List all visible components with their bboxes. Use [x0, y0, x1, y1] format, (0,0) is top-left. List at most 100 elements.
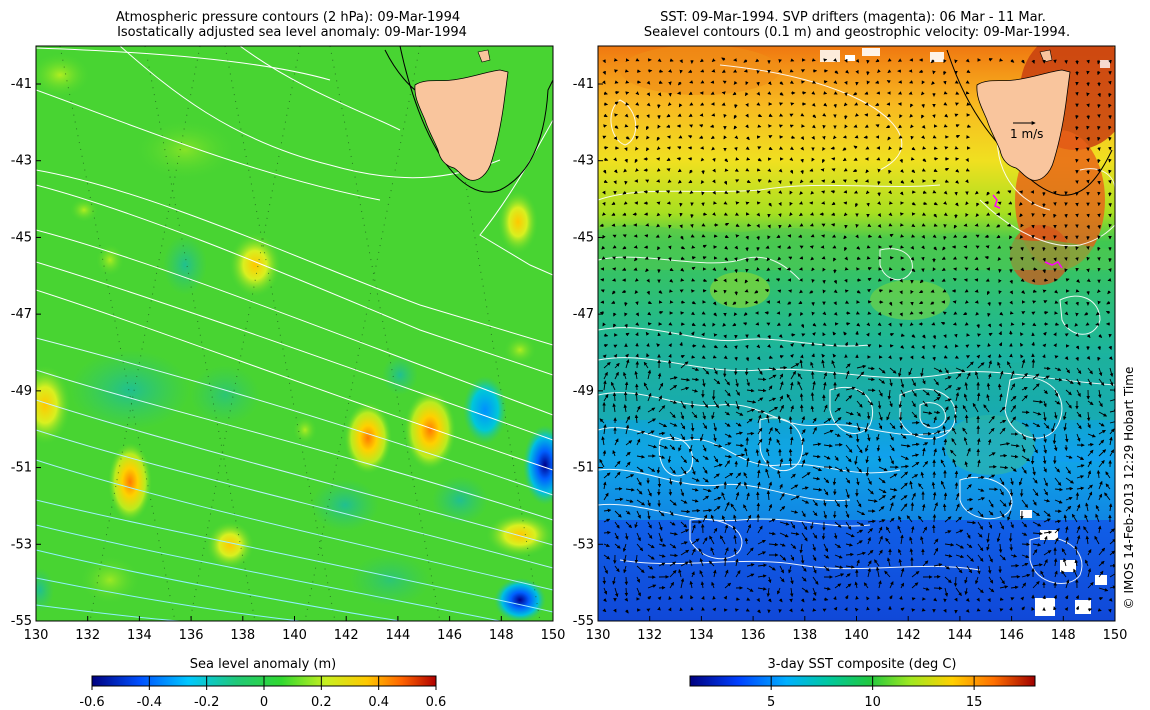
velocity-vector	[668, 234, 672, 239]
velocity-vector	[734, 168, 739, 172]
velocity-vector	[757, 146, 762, 150]
velocity-vector	[1006, 223, 1012, 227]
lon-tick-label: 136	[179, 628, 204, 643]
velocity-vector	[1108, 223, 1112, 228]
velocity-vector	[1097, 168, 1101, 173]
velocity-vector	[757, 113, 763, 118]
velocity-vector	[624, 158, 628, 163]
velocity-vector	[668, 257, 672, 262]
velocity-vector	[911, 201, 916, 206]
velocity-vector	[854, 102, 859, 106]
velocity-vector	[603, 146, 609, 150]
velocity-vector	[974, 190, 979, 195]
velocity-vector	[843, 212, 848, 217]
velocity-vector	[602, 59, 606, 64]
velocity-vector	[788, 256, 793, 260]
velocity-vector	[965, 201, 969, 206]
velocity-vector	[733, 278, 738, 283]
velocity-vector	[680, 256, 685, 260]
velocity-vector	[921, 234, 926, 239]
velocity-vector	[757, 179, 762, 183]
velocity-vector	[691, 278, 696, 282]
velocity-vector	[745, 344, 749, 349]
velocity-vector	[756, 267, 760, 271]
velocity-vector	[645, 179, 650, 183]
velocity-vector	[711, 69, 716, 73]
velocity-vector	[745, 124, 749, 129]
velocity-vector	[909, 113, 914, 118]
velocity-vector	[975, 245, 980, 249]
velocity-vector	[888, 180, 892, 185]
velocity-vector	[800, 136, 805, 141]
velocity-vector	[1021, 59, 1025, 64]
velocity-vector	[777, 267, 782, 271]
velocity-vector	[1108, 169, 1112, 174]
velocity-vector	[962, 234, 968, 239]
velocity-vector	[666, 124, 671, 128]
velocity-vector	[953, 576, 958, 587]
velocity-vector	[646, 80, 651, 85]
velocity-vector	[921, 135, 926, 139]
velocity-vector	[634, 257, 638, 262]
velocity-vector	[996, 234, 1001, 239]
velocity-vector	[1008, 201, 1013, 205]
velocity-vector	[955, 179, 959, 184]
velocity-vector	[933, 223, 938, 227]
velocity-vector	[779, 81, 784, 85]
velocity-vector	[877, 69, 881, 74]
velocity-vector	[811, 124, 816, 129]
colorbar-tick-label: 0.6	[426, 695, 447, 710]
velocity-vector	[756, 502, 761, 512]
velocity-vector	[668, 488, 673, 496]
velocity-vector	[677, 179, 682, 184]
velocity-vector	[766, 267, 771, 271]
velocity-vector	[866, 245, 871, 249]
velocity-vector	[667, 245, 672, 250]
velocity-vector	[800, 158, 804, 163]
velocity-vector	[668, 92, 672, 97]
velocity-vector	[844, 58, 848, 63]
velocity-vector	[1020, 278, 1025, 282]
velocity-vector	[776, 234, 781, 239]
velocity-vector	[921, 80, 926, 85]
velocity-vector	[844, 80, 848, 85]
velocity-vector	[1075, 257, 1079, 262]
velocity-vector	[1097, 70, 1101, 76]
velocity-vector	[646, 114, 650, 119]
velocity-vector	[843, 235, 848, 240]
velocity-vector	[645, 125, 650, 131]
velocity-vector	[875, 124, 880, 128]
velocity-vector	[922, 201, 928, 206]
velocity-vector	[735, 597, 741, 601]
velocity-vector	[987, 342, 991, 347]
velocity-vector	[966, 124, 972, 128]
velocity-vector	[1009, 246, 1013, 251]
velocity-vector	[602, 80, 606, 85]
right-title-line1: SST: 09-Mar-1994. SVP drifters (magenta)…	[660, 10, 1046, 25]
velocity-vector	[811, 91, 816, 95]
velocity-vector	[899, 114, 903, 119]
velocity-vector	[677, 168, 682, 173]
velocity-vector	[833, 289, 838, 294]
velocity-vector	[1010, 322, 1015, 326]
sla-colorbar: Sea level anomaly (m) -0.6 -0.4 -0.2 0 0.2 0.…	[79, 657, 446, 710]
velocity-vector	[800, 146, 804, 151]
velocity-vector	[666, 113, 671, 118]
velocity-vector	[735, 223, 740, 227]
velocity-vector	[712, 179, 716, 184]
velocity-vector	[1019, 234, 1024, 239]
velocity-vector	[974, 267, 979, 271]
velocity-vector	[1108, 59, 1112, 64]
velocity-vector	[644, 256, 649, 260]
velocity-vector	[875, 102, 880, 107]
lon-tick-label: 136	[741, 628, 766, 643]
velocity-vector	[602, 190, 606, 195]
velocity-vector	[898, 124, 903, 129]
velocity-vector	[712, 267, 717, 271]
lon-tick-label: 148	[1051, 628, 1076, 643]
velocity-vector	[734, 268, 738, 274]
velocity-vector	[800, 354, 804, 359]
velocity-vector	[877, 223, 882, 228]
lon-tick-label: 134	[127, 628, 152, 643]
colorbar-tick-label: -0.4	[137, 695, 162, 710]
